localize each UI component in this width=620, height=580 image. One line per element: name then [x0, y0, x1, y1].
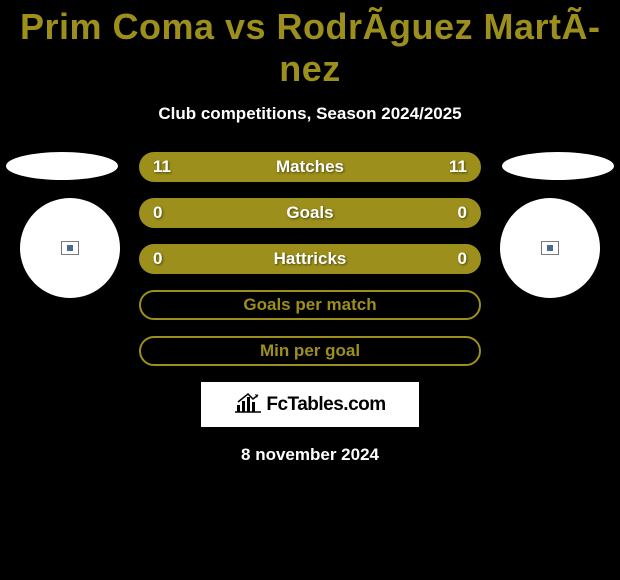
- comparison-content: 11 Matches 11 0 Goals 0 0 Hattricks 0 Go…: [0, 152, 620, 465]
- stat-bar-goals: 0 Goals 0: [139, 198, 481, 228]
- stat-bar-goals-per-match: Goals per match: [139, 290, 481, 320]
- stat-left-value: 0: [153, 249, 177, 269]
- stat-right-value: 0: [443, 203, 467, 223]
- flag-icon: [61, 241, 79, 255]
- stat-bar-hattricks: 0 Hattricks 0: [139, 244, 481, 274]
- date-label: 8 november 2024: [0, 445, 620, 465]
- player-left-ellipse: [6, 152, 118, 180]
- stat-right-value: 11: [443, 157, 467, 177]
- stats-bars: 11 Matches 11 0 Goals 0 0 Hattricks 0 Go…: [139, 152, 481, 366]
- flag-icon: [541, 241, 559, 255]
- stat-label: Matches: [276, 157, 344, 177]
- player-right-avatar: [500, 198, 600, 298]
- page-title: Prim Coma vs RodrÃ­guez MartÃ­nez: [0, 0, 620, 90]
- stat-right-value: 0: [443, 249, 467, 269]
- logo-box: FcTables.com: [201, 382, 419, 427]
- stat-label: Goals per match: [243, 295, 376, 315]
- player-right-ellipse: [502, 152, 614, 180]
- stat-left-value: 11: [153, 157, 177, 177]
- subtitle: Club competitions, Season 2024/2025: [0, 104, 620, 124]
- player-left-avatar: [20, 198, 120, 298]
- stat-bar-min-per-goal: Min per goal: [139, 336, 481, 366]
- chart-icon: [234, 391, 262, 418]
- stat-label: Min per goal: [260, 341, 360, 361]
- logo-text: FcTables.com: [266, 394, 385, 416]
- stat-left-value: 0: [153, 203, 177, 223]
- stat-bar-matches: 11 Matches 11: [139, 152, 481, 182]
- stat-label: Hattricks: [274, 249, 347, 269]
- stat-label: Goals: [286, 203, 333, 223]
